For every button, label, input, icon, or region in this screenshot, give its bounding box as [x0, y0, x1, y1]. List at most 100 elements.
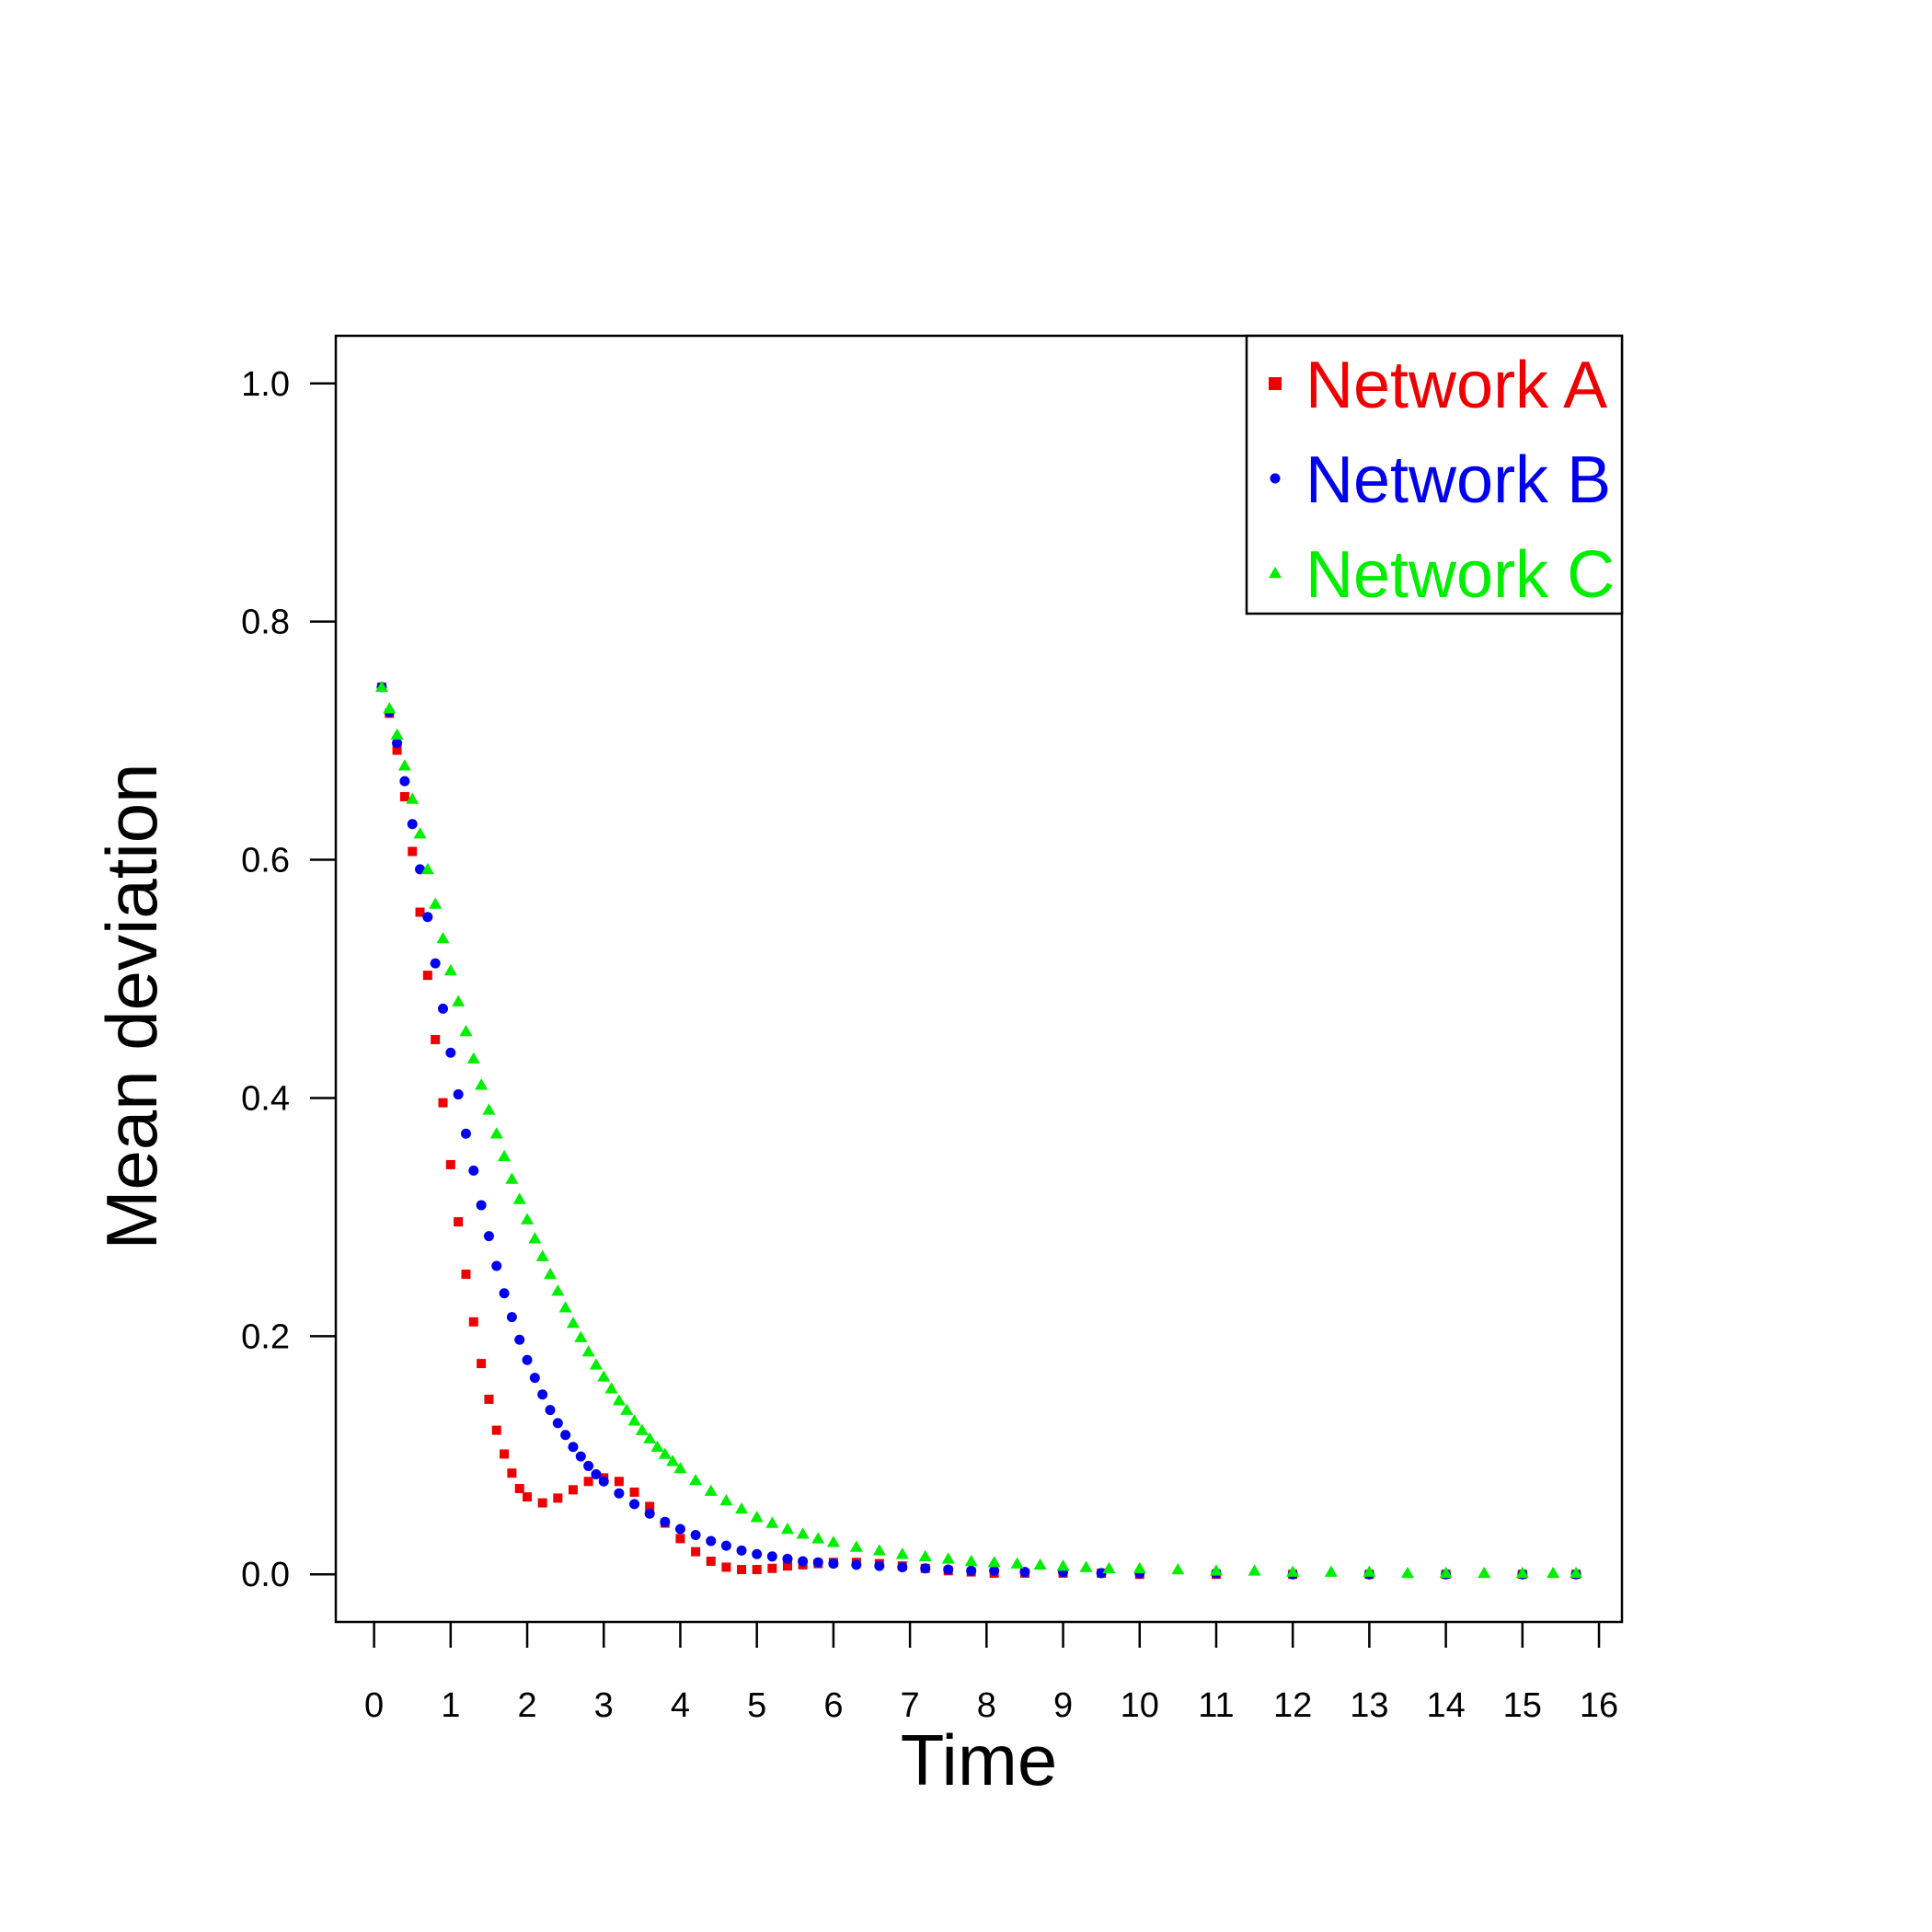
data-point — [1102, 1561, 1116, 1573]
data-point — [689, 1473, 703, 1486]
data-point — [406, 792, 420, 804]
data-point — [430, 958, 441, 969]
data-point — [780, 1523, 794, 1535]
x-axis: 0 1 2 3 4 5 6 7 8 9 10 11 12 13 14 15 16 — [364, 1622, 1618, 1725]
data-point — [422, 971, 432, 981]
data-point — [415, 907, 425, 917]
data-point — [706, 1535, 717, 1547]
data-point — [635, 1423, 649, 1435]
data-point — [660, 1516, 671, 1527]
legend-label: Network C — [1305, 538, 1615, 612]
data-point — [918, 1549, 932, 1562]
data-point — [512, 1192, 526, 1204]
data-point — [1010, 1557, 1024, 1569]
data-point — [506, 1312, 517, 1323]
data-point — [737, 1565, 747, 1575]
data-point — [782, 1553, 793, 1564]
data-point — [674, 1524, 685, 1535]
y-tick-label: 0.8 — [241, 604, 290, 642]
data-point — [964, 1554, 978, 1567]
data-point — [897, 1561, 908, 1572]
data-point — [966, 1565, 977, 1576]
data-point — [627, 1414, 641, 1426]
data-point — [489, 1127, 503, 1139]
data-point — [453, 1089, 464, 1100]
legend-entry: Network C — [1269, 538, 1615, 612]
data-point — [583, 1477, 593, 1487]
data-point — [720, 1540, 731, 1551]
data-point — [483, 1231, 494, 1242]
data-point — [644, 1508, 655, 1519]
data-point — [872, 1544, 886, 1556]
data-point — [491, 1425, 501, 1435]
data-point — [566, 1317, 580, 1328]
data-point — [811, 1532, 825, 1544]
data-point — [597, 1370, 611, 1382]
x-tick-label: 4 — [671, 1686, 690, 1725]
data-point — [466, 1052, 480, 1064]
data-point — [477, 1359, 487, 1369]
x-tick-label: 11 — [1198, 1686, 1234, 1725]
legend-entry: Network B — [1270, 443, 1611, 517]
data-point — [407, 819, 418, 830]
data-point — [1079, 1560, 1093, 1572]
y-tick-label: 0.6 — [241, 842, 290, 880]
data-point — [736, 1545, 747, 1556]
series-3-points — [374, 680, 1583, 1579]
data-point — [1171, 1563, 1185, 1575]
legend-marker — [1269, 377, 1282, 390]
data-point — [568, 1485, 578, 1495]
data-point — [537, 1498, 547, 1508]
data-point — [1019, 1567, 1030, 1578]
data-point — [505, 1172, 519, 1184]
data-point — [1478, 1566, 1491, 1579]
data-point — [591, 1468, 602, 1479]
data-point — [614, 1488, 625, 1499]
data-point — [1248, 1564, 1261, 1576]
x-tick-label: 8 — [977, 1686, 996, 1725]
data-point — [468, 1165, 479, 1176]
data-point — [666, 1455, 680, 1466]
plot-frame — [334, 334, 1624, 1624]
data-point — [719, 1493, 733, 1506]
data-point — [1439, 1566, 1453, 1579]
data-point — [528, 1232, 542, 1244]
data-point — [408, 846, 418, 857]
data-point — [392, 738, 403, 749]
legend-marker — [1270, 473, 1281, 484]
x-tick-label: 10 — [1121, 1686, 1159, 1725]
data-point — [558, 1301, 572, 1313]
data-point — [1547, 1566, 1560, 1579]
data-point — [499, 1288, 510, 1299]
data-point — [514, 1484, 524, 1494]
legend: Network A Network B Network C — [1245, 334, 1624, 615]
data-point — [443, 963, 457, 976]
data-point — [826, 1535, 840, 1547]
data-point — [735, 1502, 749, 1514]
data-point — [629, 1499, 640, 1510]
y-tick-label: 1.0 — [241, 365, 290, 404]
data-point — [399, 776, 410, 787]
y-tick-label: 0.0 — [241, 1556, 290, 1594]
data-point — [399, 791, 409, 801]
legend-label: Network B — [1305, 443, 1611, 517]
data-point — [1286, 1565, 1300, 1577]
data-point — [766, 1551, 777, 1562]
data-point — [941, 1552, 955, 1564]
data-point — [989, 1565, 1000, 1576]
data-point — [604, 1382, 618, 1394]
x-axis-title: Time — [901, 1719, 1057, 1800]
data-point — [828, 1558, 839, 1570]
data-point — [750, 1511, 764, 1523]
data-point — [620, 1403, 634, 1415]
x-tick-label: 3 — [594, 1686, 614, 1725]
x-tick-label: 0 — [364, 1686, 384, 1725]
y-axis: 0.0 0.2 0.4 0.6 0.8 1.0 — [241, 365, 336, 1594]
x-tick-label: 13 — [1350, 1686, 1388, 1725]
data-point — [545, 1405, 556, 1416]
data-point — [812, 1557, 823, 1568]
data-point — [420, 862, 434, 875]
data-point — [706, 1556, 716, 1566]
